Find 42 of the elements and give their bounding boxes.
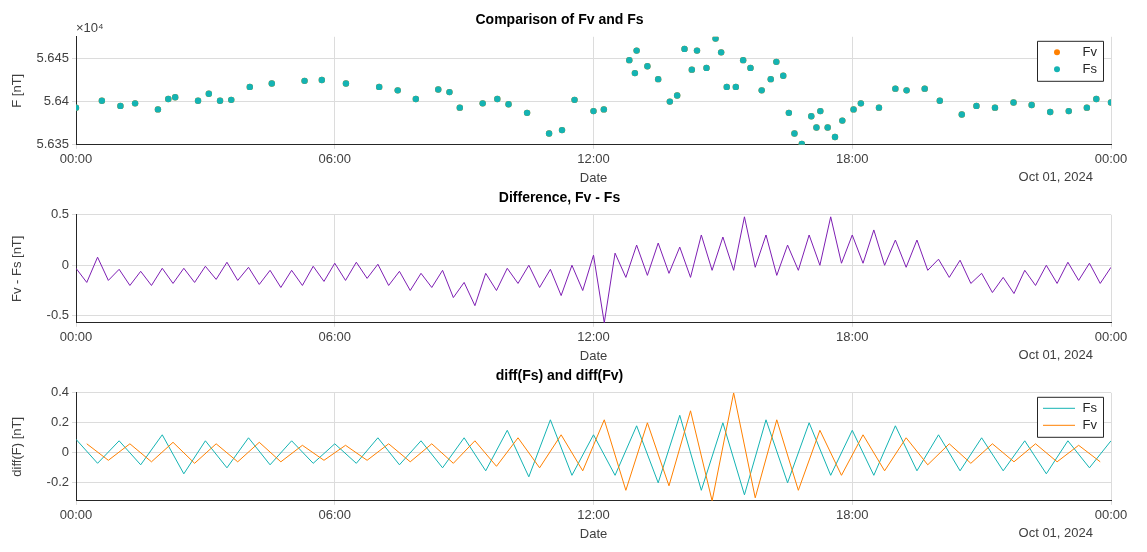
x-tick-label: 00:00 (59, 151, 93, 167)
x-tick-label: 00:00 (1094, 329, 1128, 345)
x-tick-label: 06:00 (318, 329, 352, 345)
x-tick-label: 18:00 (835, 151, 869, 167)
legend-label: Fv (1082, 43, 1098, 59)
y-tick-label: 0.2 (50, 414, 69, 430)
y-tick-label: 0.5 (50, 206, 69, 222)
x-tick-label: 00:00 (59, 329, 93, 345)
legend-label: Fs (1082, 399, 1098, 415)
text: ×10⁴ (76, 19, 104, 35)
x-tick-label: 12:00 (577, 151, 610, 167)
text: Oct 01, 2024 (1018, 347, 1093, 363)
text: Oct 01, 2024 (1018, 525, 1093, 541)
y-tick-label: -0.2 (46, 474, 69, 490)
y-tick-label: 0.4 (50, 384, 69, 400)
x-tick-label: 18:00 (835, 329, 869, 345)
y-axis-title: Fv - Fs [nT] (9, 235, 25, 303)
x-tick-label: 12:00 (577, 329, 610, 345)
x-tick-label: 00:00 (1094, 151, 1128, 167)
y-tick-label: 0 (61, 444, 69, 460)
chart-title: Comparison of Fv and Fs (475, 11, 644, 28)
y-tick-label: 5.635 (36, 136, 69, 152)
chart-title: diff(Fs) and diff(Fv) (495, 367, 624, 384)
x-tick-label: 18:00 (835, 507, 869, 523)
x-tick-label: 12:00 (577, 507, 610, 523)
y-axis-title: F [nT] (9, 73, 25, 108)
legend-label: Fv (1082, 416, 1098, 432)
x-axis-title: Date (579, 525, 608, 541)
x-tick-label: 06:00 (318, 507, 352, 523)
y-tick-label: 5.645 (36, 49, 69, 65)
chart-title: Difference, Fv - Fs (498, 189, 621, 206)
legend-label: Fs (1082, 60, 1098, 76)
text: Oct 01, 2024 (1018, 169, 1093, 185)
y-tick-label: 5.64 (43, 93, 69, 109)
y-tick-label: -0.5 (46, 307, 69, 323)
x-axis-title: Date (579, 347, 608, 363)
y-axis-title: diff(F) [nT] (9, 416, 25, 477)
x-tick-label: 00:00 (1094, 507, 1128, 523)
x-axis-title: Date (579, 169, 608, 185)
x-tick-label: 00:00 (59, 507, 93, 523)
x-tick-label: 06:00 (318, 151, 352, 167)
y-tick-label: 0 (61, 256, 69, 272)
